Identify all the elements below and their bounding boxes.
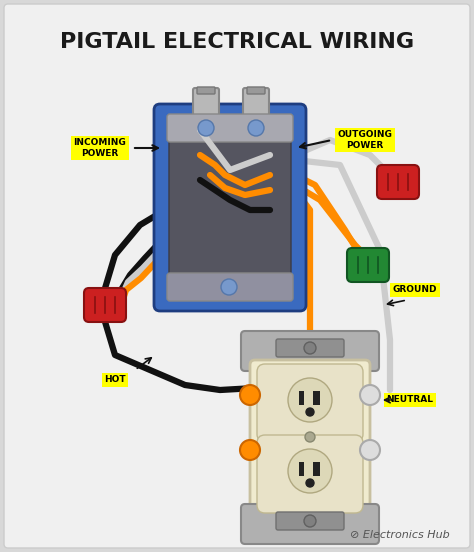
Text: HOT: HOT <box>104 375 126 385</box>
FancyBboxPatch shape <box>247 87 265 94</box>
Circle shape <box>288 378 332 422</box>
Bar <box>313 391 320 405</box>
FancyBboxPatch shape <box>347 248 389 282</box>
Circle shape <box>288 449 332 493</box>
FancyBboxPatch shape <box>167 273 293 301</box>
FancyBboxPatch shape <box>197 87 215 94</box>
Circle shape <box>198 120 214 136</box>
FancyBboxPatch shape <box>154 104 306 311</box>
FancyBboxPatch shape <box>169 119 291 296</box>
Text: INCOMING
POWER: INCOMING POWER <box>73 139 127 158</box>
Text: ⊘ Electronics Hub: ⊘ Electronics Hub <box>350 530 450 540</box>
Circle shape <box>305 432 315 442</box>
Circle shape <box>221 279 237 295</box>
FancyBboxPatch shape <box>193 88 219 122</box>
FancyBboxPatch shape <box>241 331 379 371</box>
Circle shape <box>306 408 314 416</box>
Text: OUTGOING
POWER: OUTGOING POWER <box>337 130 392 150</box>
FancyBboxPatch shape <box>257 364 363 442</box>
FancyBboxPatch shape <box>276 512 344 530</box>
Circle shape <box>304 515 316 527</box>
Circle shape <box>240 440 260 460</box>
Bar <box>299 391 304 405</box>
Circle shape <box>304 342 316 354</box>
FancyBboxPatch shape <box>377 165 419 199</box>
Circle shape <box>248 120 264 136</box>
FancyBboxPatch shape <box>241 504 379 544</box>
FancyBboxPatch shape <box>243 88 269 122</box>
FancyBboxPatch shape <box>257 435 363 513</box>
Circle shape <box>360 440 380 460</box>
Circle shape <box>360 385 380 405</box>
Bar <box>313 462 320 476</box>
FancyBboxPatch shape <box>84 288 126 322</box>
Text: PIGTAIL ELECTRICAL WIRING: PIGTAIL ELECTRICAL WIRING <box>60 32 414 52</box>
Bar <box>299 462 304 476</box>
FancyBboxPatch shape <box>4 4 470 548</box>
FancyBboxPatch shape <box>167 114 293 142</box>
FancyBboxPatch shape <box>250 360 370 515</box>
Text: GROUND: GROUND <box>393 285 437 295</box>
Circle shape <box>240 385 260 405</box>
Text: NEUTRAL: NEUTRAL <box>386 395 434 405</box>
Circle shape <box>306 479 314 487</box>
FancyBboxPatch shape <box>276 339 344 357</box>
